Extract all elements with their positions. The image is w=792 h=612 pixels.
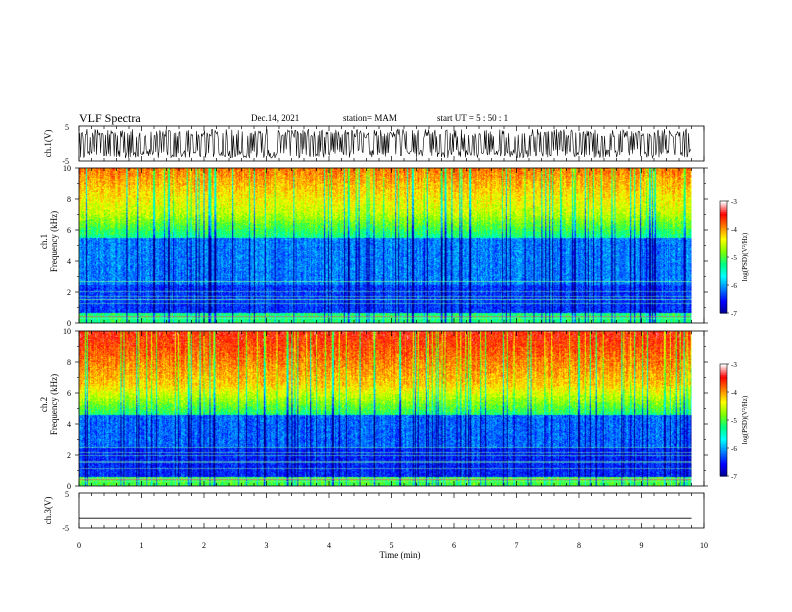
ch1-spectrogram-cbar-tick-1: -4 [731,226,737,234]
ch2-spectrogram-cbar-tick-3: -6 [731,445,737,453]
panels: 5 -5 ch.1(V) 0 2 4 6 8 10 ch.1Frequency (kHz) 0 2 4 6… [39,123,708,533]
ch1-spectrogram-cbar-label: log(PSD)(V²/Hz) [741,232,749,281]
ch1-waveform-ylabel: ch.1(V) [43,130,53,158]
ch1-spectrogram-ytick-6: 6 [67,226,71,235]
ch1-spectrogram-cbar-tick-4: -7 [731,310,737,318]
ch2-spectrogram-cbar-tick-1: -4 [731,389,737,397]
ch2-spectrogram-colorbar: -3 -4 -5 -6 -7 log(PSD)(V²/Hz) [719,361,749,481]
ch2-spectrogram-ytick-8: 8 [67,358,71,367]
ch1-spectrogram-ytick-2: 2 [67,288,71,297]
ch1-spectrogram-ytick-8: 8 [67,195,71,204]
colorbars: -3 -4 -5 -6 -7 log(PSD)(V²/Hz) -3 -4 -5 -6 -7 log(P… [719,198,749,481]
x-tick-2: 2 [202,541,206,550]
ch2-spectrogram-cbar-label: log(PSD)(V²/Hz) [741,395,749,444]
ch1-waveform-trace [78,128,692,159]
ch1-waveform-panel: 5 -5 ch.1(V) [43,123,705,166]
ch3-ytick-bottom: -5 [62,524,69,533]
ch2-spectrogram-cbar-tick-2: -5 [731,417,737,425]
start-time-label: start UT = 5 : 50 : 1 [437,113,509,123]
ch2-spectrogram-image [79,331,692,486]
x-tick-7: 7 [515,541,519,550]
station-label: station= MAM [343,113,397,123]
ch1-spectrogram-image [79,168,692,323]
x-tick-10: 10 [700,541,708,550]
ch3-ytick-top: 5 [65,490,69,499]
ch1-spectrogram-cbar-tick-2: -5 [731,254,737,262]
x-axis: Time (min) 0 1 2 3 4 5 6 7 8 9 10 [77,541,708,560]
ch3-waveform-frame [78,492,705,529]
x-tick-0: 0 [77,541,81,550]
ch2-spectrogram-ytick-2: 2 [67,451,71,460]
x-tick-6: 6 [452,541,456,550]
ch3-waveform-ylabel: ch.3(V) [43,497,53,525]
ch1-spectrogram-ytick-4: 4 [67,257,71,266]
ch1-spectrogram-cbar-tick-0: -3 [731,198,737,206]
date-label: Dec.14, 2021 [251,113,300,123]
x-tick-3: 3 [265,541,269,550]
ch2-spectrogram-cbar-tick-0: -3 [731,361,737,369]
ch1-spectrogram-ylabel: ch.1Frequency (kHz) [39,211,59,272]
ch2-spectrogram-cbar-tick-4: -7 [731,473,737,481]
ch2-spectrogram-ytick-0: 0 [67,482,71,491]
ch2-spectrogram-ytick-4: 4 [67,420,71,429]
ch2-spectrogram-ylabel: ch.2Frequency (kHz) [39,374,59,435]
x-tick-5: 5 [390,541,394,550]
ch2-spectrogram-ytick-10: 10 [63,327,71,336]
plot-title: VLF Spectra [79,111,141,125]
ch1-spectrogram-panel: 0 2 4 6 8 10 ch.1Frequency (kHz) [39,164,708,328]
ch3-waveform-panel: 5 -5 ch.3(V) [43,490,705,533]
x-tick-8: 8 [577,541,581,550]
ch1-spectrogram-ytick-0: 0 [67,319,71,328]
ch1-spectrogram-colorbar: -3 -4 -5 -6 -7 log(PSD)(V²/Hz) [719,198,749,318]
ch1-ytick-bottom: -5 [62,157,69,166]
ch1-spectrogram-cbar-tick-3: -6 [731,282,737,290]
x-tick-1: 1 [140,541,144,550]
ch2-spectrogram-panel: 0 2 4 6 8 10 ch.2Frequency (kHz) [39,327,708,491]
x-axis-label: Time (min) [380,550,421,560]
ch2-spectrogram-ytick-6: 6 [67,389,71,398]
ch1-spectrogram-ytick-10: 10 [63,164,71,173]
ch1-ytick-top: 5 [65,123,69,132]
x-tick-9: 9 [640,541,644,550]
x-tick-4: 4 [327,541,331,550]
